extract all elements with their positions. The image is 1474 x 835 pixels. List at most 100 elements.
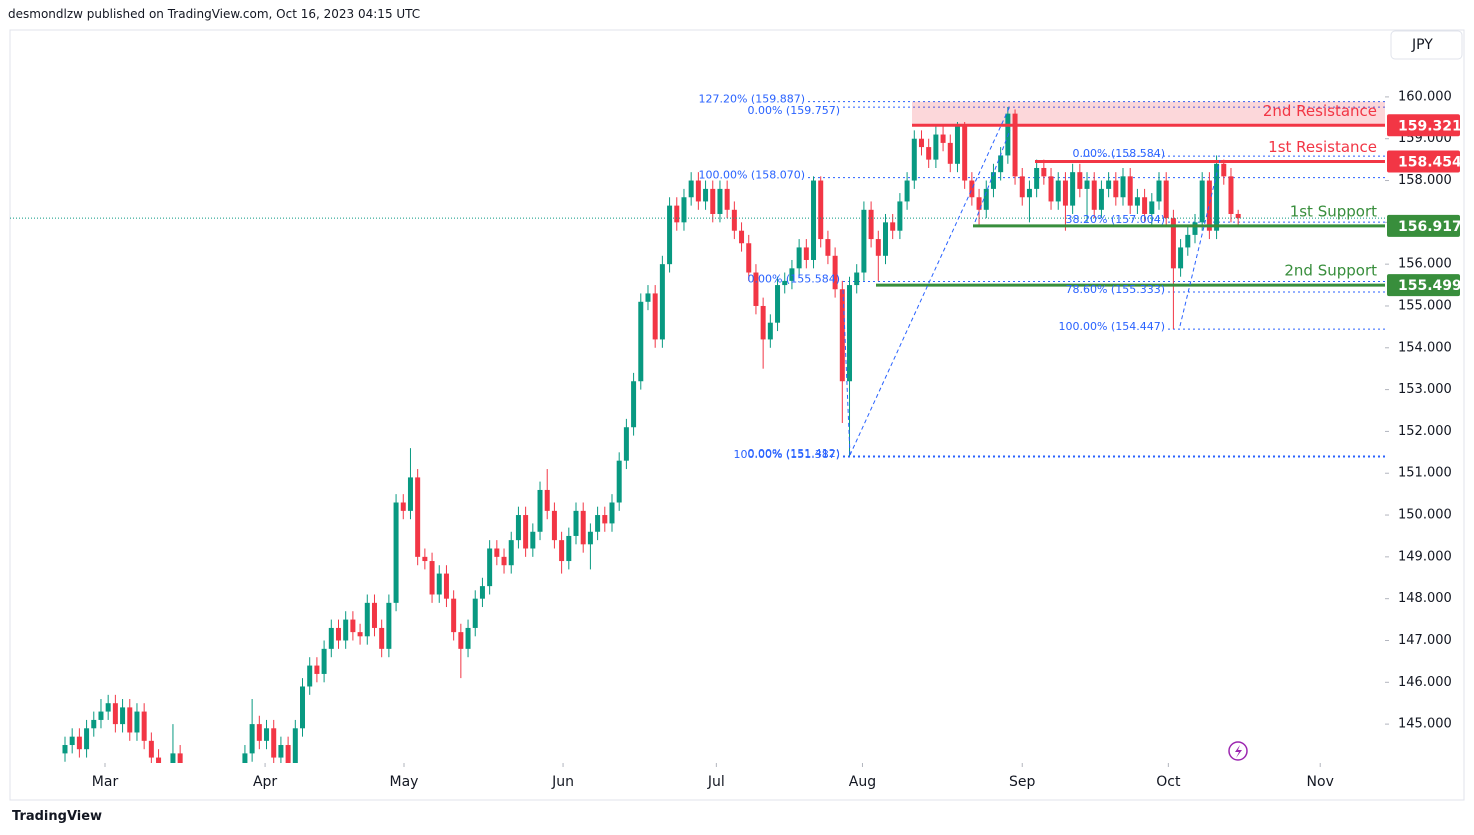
candle-body — [882, 222, 888, 256]
fib-label: 0.00% (155.584) — [747, 273, 840, 286]
candle-body — [1077, 172, 1083, 189]
candle-body — [847, 285, 853, 382]
candle-body — [796, 247, 802, 269]
candle-body — [278, 745, 284, 758]
candle-body — [1055, 180, 1061, 202]
candle-body — [76, 736, 82, 750]
candle-body — [559, 540, 565, 562]
x-tick-label: Apr — [253, 774, 277, 790]
y-tick-label: 145.000 — [1398, 717, 1452, 732]
fib-label: 100.00% (151.387) — [733, 448, 840, 461]
candle-body — [1127, 176, 1133, 206]
event-icon[interactable] — [1228, 741, 1248, 761]
candle-body — [674, 205, 680, 223]
candle-body — [1084, 180, 1090, 189]
candle-body — [487, 548, 493, 587]
candle-body — [868, 209, 874, 240]
candle-body — [314, 665, 320, 674]
level-name: 1st Support — [1290, 202, 1377, 220]
candle-body — [530, 531, 536, 549]
candle-body — [688, 180, 694, 198]
candle-body — [407, 477, 413, 511]
candle-body — [235, 774, 240, 791]
candle-body — [494, 548, 500, 557]
candle-body — [91, 719, 97, 729]
candle-body — [976, 197, 982, 210]
candle-body — [717, 188, 723, 214]
candle-body — [1134, 197, 1140, 206]
plot-area — [10, 101, 1385, 829]
candle-body — [192, 816, 197, 829]
candle-body — [256, 724, 262, 741]
candle-body — [1041, 167, 1047, 177]
candle-body — [84, 728, 90, 750]
candle-body — [1091, 180, 1097, 210]
candle-body — [703, 188, 709, 202]
candle-body — [710, 188, 716, 214]
level-price: 155.499 — [1398, 278, 1462, 294]
y-tick-label: 154.000 — [1398, 340, 1452, 355]
candle-body — [501, 556, 507, 566]
candle-body — [861, 209, 867, 273]
candle-body — [681, 197, 687, 223]
candle-body — [321, 648, 327, 674]
candle-body — [551, 510, 557, 541]
level-price: 158.454 — [1398, 155, 1462, 171]
candle-body — [731, 209, 737, 231]
candle-body — [803, 247, 809, 260]
fib-anchor — [1179, 159, 1221, 327]
fib-label: 0.00% (158.584) — [1072, 147, 1165, 160]
candle-body — [228, 791, 233, 808]
candle-body — [343, 619, 349, 641]
candle-body — [839, 289, 845, 382]
candle-body — [69, 736, 75, 746]
candle-body — [1178, 247, 1184, 269]
fib-label: 78.60% (155.333) — [1065, 283, 1165, 296]
candle-body — [918, 138, 924, 148]
candle-body — [890, 222, 896, 231]
candle-body — [1163, 180, 1169, 219]
candle-body — [112, 703, 118, 725]
event-bolt — [1235, 745, 1242, 758]
candle-body — [292, 728, 298, 763]
candle-body — [1113, 180, 1119, 198]
x-tick-label: Jul — [707, 774, 725, 790]
chart-frame — [9, 29, 1465, 801]
candle-body — [1149, 201, 1155, 214]
candle-body — [271, 728, 277, 758]
fib-label: 0.00% (151.412) — [747, 447, 840, 460]
candle-body — [954, 126, 960, 164]
candle-body — [221, 808, 226, 829]
y-tick-label: 151.000 — [1398, 466, 1452, 481]
candle-body — [523, 515, 529, 549]
candle-body — [566, 535, 572, 562]
candle-body — [739, 230, 745, 244]
candle-body — [602, 515, 608, 524]
fib-label: 100.00% (158.070) — [698, 169, 805, 182]
candle-body — [422, 556, 428, 562]
candle-body — [393, 502, 399, 603]
candle-body — [1012, 113, 1018, 177]
y-tick-label: 150.000 — [1398, 508, 1452, 523]
currency-button[interactable] — [1390, 30, 1463, 60]
candle-body — [587, 531, 593, 545]
candle-body — [170, 753, 176, 763]
candle-body — [451, 598, 457, 633]
candle-body — [328, 627, 334, 649]
candle-body — [616, 460, 622, 503]
candle-body — [695, 180, 701, 202]
candle-body — [1185, 234, 1191, 248]
candle-body — [472, 598, 478, 628]
candle-body — [580, 510, 586, 545]
candle-body — [832, 255, 838, 290]
candle-body — [185, 787, 190, 816]
candle-body — [652, 293, 658, 340]
candle-body — [479, 586, 485, 599]
candle-body — [1106, 180, 1112, 189]
candle-body — [573, 510, 579, 536]
candle-body — [400, 502, 406, 511]
candle-body — [811, 180, 817, 260]
fib-label: 127.20% (159.887) — [698, 93, 805, 106]
candle-body — [515, 515, 521, 541]
